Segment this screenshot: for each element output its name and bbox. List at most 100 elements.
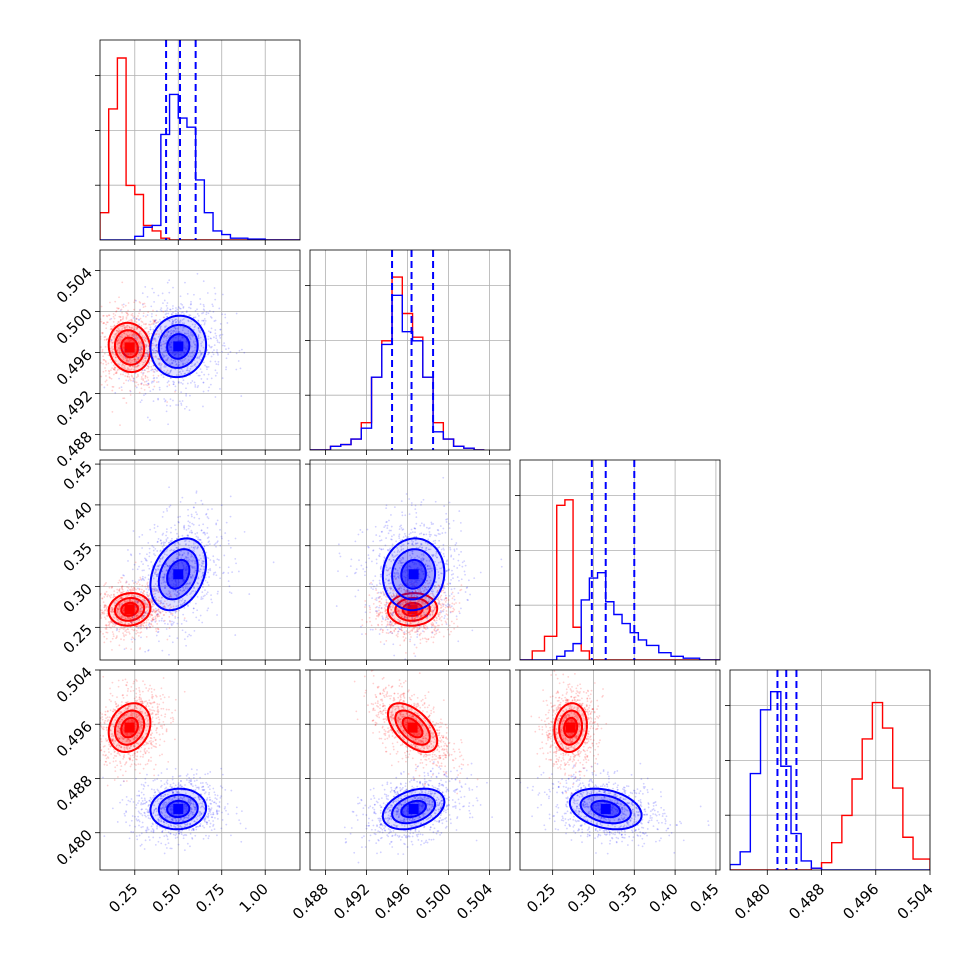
scatter-point <box>396 594 398 597</box>
scatter-point <box>208 310 211 312</box>
scatter-point <box>128 376 131 378</box>
scatter-point <box>437 628 439 631</box>
scatter-point <box>449 611 452 614</box>
scatter-point <box>174 544 176 546</box>
scatter-point <box>141 617 143 620</box>
scatter-point <box>151 601 154 603</box>
scatter-point <box>181 629 184 632</box>
scatter-point <box>172 621 175 624</box>
scatter-point <box>150 561 153 563</box>
scatter-point <box>158 640 160 643</box>
scatter-point <box>405 621 408 624</box>
scatter-point <box>426 607 429 610</box>
scatter-point <box>386 618 389 621</box>
scatter-point <box>160 329 163 332</box>
scatter-point <box>139 354 142 357</box>
scatter-point <box>91 346 93 348</box>
scatter-point <box>139 647 142 649</box>
scatter-point <box>395 634 398 637</box>
scatter-point <box>154 333 157 336</box>
scatter-point <box>108 595 111 597</box>
scatter-point <box>427 638 429 641</box>
scatter-point <box>178 330 181 333</box>
scatter-point <box>139 308 141 311</box>
scatter-point <box>170 332 173 335</box>
scatter-point <box>95 610 97 612</box>
scatter-point <box>397 630 400 633</box>
scatter-point <box>107 354 110 357</box>
scatter-point <box>396 600 399 603</box>
scatter-point <box>128 632 131 635</box>
scatter-point <box>111 607 113 609</box>
scatter-point <box>176 557 178 560</box>
scatter-point <box>166 315 169 318</box>
scatter-point <box>164 541 167 544</box>
scatter-point <box>170 595 173 598</box>
scatter-point <box>375 615 378 617</box>
scatter-point <box>202 562 205 565</box>
scatter-point <box>156 541 159 543</box>
blue-density <box>149 314 208 379</box>
scatter-point <box>120 621 123 624</box>
scatter-point <box>150 598 153 601</box>
scatter-point <box>195 491 198 494</box>
scatter-point <box>130 374 133 377</box>
scatter-point <box>202 308 205 311</box>
scatter-point <box>399 619 401 622</box>
scatter-point <box>159 539 162 542</box>
scatter-point <box>401 556 404 559</box>
scatter-point <box>166 593 169 596</box>
scatter-point <box>421 630 424 633</box>
scatter-point <box>121 586 123 589</box>
scatter-point <box>408 592 411 595</box>
scatter-point <box>192 350 195 353</box>
scatter-point <box>156 613 159 616</box>
scatter-point <box>163 575 166 577</box>
scatter-point <box>168 541 171 544</box>
scatter-point <box>106 315 109 318</box>
scatter-point <box>141 303 144 306</box>
scatter-point <box>460 588 463 591</box>
scatter-point <box>165 371 168 373</box>
scatter-point <box>219 337 222 339</box>
scatter-point <box>202 586 204 589</box>
scatter-point <box>423 586 426 589</box>
scatter-point <box>142 614 145 617</box>
scatter-point <box>185 528 188 531</box>
scatter-point <box>183 526 186 529</box>
scatter-point <box>153 321 156 324</box>
scatter-point <box>156 575 158 578</box>
scatter-point <box>119 316 122 318</box>
scatter-point <box>181 322 184 325</box>
scatter-point <box>168 590 170 593</box>
scatter-point <box>192 607 195 610</box>
scatter-point <box>169 371 172 374</box>
scatter-point <box>191 567 194 570</box>
scatter-point <box>119 330 122 332</box>
scatter-point <box>432 609 434 612</box>
scatter-point <box>179 515 182 518</box>
scatter-point <box>175 363 177 366</box>
scatter-point <box>207 517 210 520</box>
scatter-point <box>420 591 422 593</box>
scatter-point <box>105 626 108 629</box>
scatter-point <box>162 541 165 544</box>
scatter-point <box>432 623 434 626</box>
scatter-point <box>118 621 121 624</box>
scatter-point <box>393 654 396 657</box>
scatter-point <box>144 603 147 605</box>
scatter-point <box>162 302 164 305</box>
scatter-point <box>193 546 195 549</box>
scatter-point <box>214 292 217 295</box>
scatter-point <box>169 595 172 597</box>
scatter-point <box>457 640 460 643</box>
scatter-point <box>137 342 140 344</box>
scatter-point <box>129 327 131 329</box>
scatter-point <box>104 335 107 338</box>
scatter-point <box>157 363 160 366</box>
scatter-point <box>129 598 132 601</box>
scatter-point <box>158 568 160 571</box>
scatter-point <box>453 595 455 598</box>
scatter-point <box>384 524 387 527</box>
scatter-point <box>139 349 142 351</box>
